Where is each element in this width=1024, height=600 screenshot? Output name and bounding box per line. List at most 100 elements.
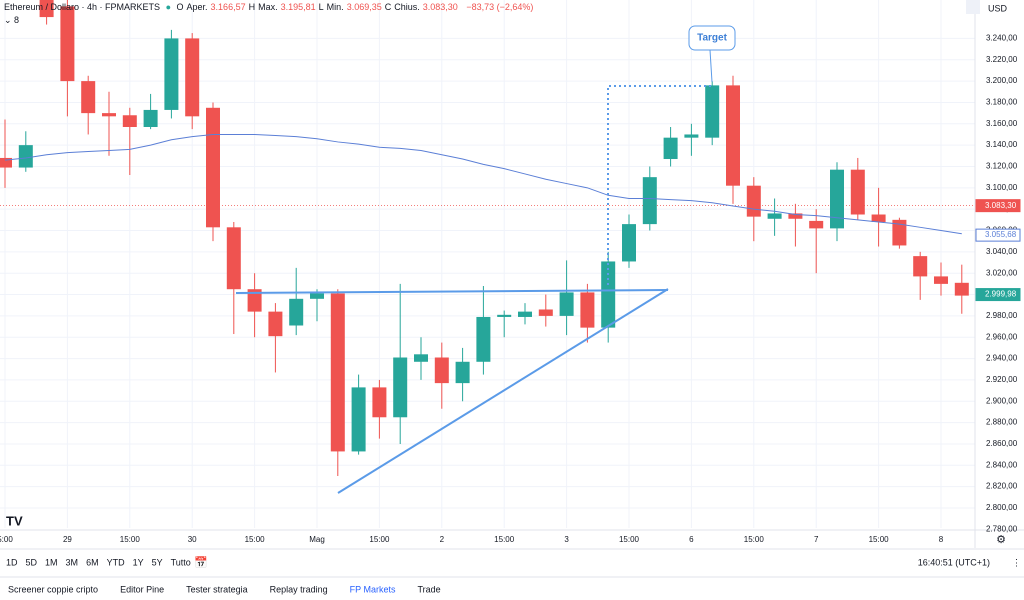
target-line (607, 85, 712, 285)
candle-body (954, 282, 969, 296)
x-tick-label: 15:00 (494, 535, 515, 544)
range-button[interactable]: 3M (66, 557, 79, 567)
range-button[interactable]: 1M (45, 557, 58, 567)
y-tick-label: 2.940,00 (986, 354, 1018, 363)
x-tick-label: Mag (309, 535, 325, 544)
target-box (688, 25, 736, 51)
candle-body (809, 220, 824, 229)
candle-body (476, 316, 491, 362)
y-tick-label: 2.960,00 (986, 332, 1018, 341)
y-tick-label: 3.240,00 (986, 34, 1018, 43)
candle-body (913, 256, 928, 277)
tab[interactable]: Replay trading (270, 584, 328, 594)
candle-body (434, 357, 449, 384)
resistance-line (235, 289, 669, 294)
candle-body (102, 113, 116, 117)
candle-body (164, 38, 179, 110)
y-tick-label: 2.820,00 (986, 482, 1018, 491)
settings-icon[interactable] (966, 0, 980, 14)
ohlc-value: 3.195,81 (280, 2, 316, 12)
drawings: Target (235, 25, 736, 494)
candle-body (122, 115, 137, 127)
x-tick-label: 2 (440, 535, 445, 544)
y-tick-label: 3.160,00 (986, 119, 1018, 128)
change: −83,73 (−2,64%) (466, 2, 534, 12)
ohlc-name: Chius. (394, 2, 420, 12)
ohlc-key: C (384, 2, 392, 12)
axis-settings[interactable]: ⚙ (996, 534, 1006, 546)
y-tick-label: 3.100,00 (986, 183, 1018, 192)
y-tick-label: 3.180,00 (986, 98, 1018, 107)
price-label: 3.083,30 (985, 201, 1017, 210)
tab[interactable]: Tester strategia (186, 584, 248, 594)
candle-body (850, 169, 865, 215)
ohlc-value: 3.166,57 (210, 2, 246, 12)
range-button[interactable]: 1Y (133, 557, 144, 567)
candle-body (414, 354, 428, 362)
price-label-box (975, 288, 1021, 302)
more[interactable]: ⋮ (1012, 557, 1021, 567)
candle-body (372, 387, 387, 418)
x-tick-label: 8 (939, 535, 944, 544)
range-button[interactable]: 1D (6, 557, 18, 567)
x-tick-label: 5:00 (0, 535, 13, 544)
ohlc-value: 3.083,30 (422, 2, 458, 12)
candle-body (767, 213, 782, 219)
y-tick-label: 3.220,00 (986, 55, 1018, 64)
date-range-icon[interactable]: 📅 (194, 556, 208, 569)
y-tick-label: 2.880,00 (986, 418, 1018, 427)
candle-body (518, 311, 532, 317)
status-dot: ● (165, 2, 171, 12)
range-button[interactable]: 5D (26, 557, 38, 567)
x-tick-label: 15:00 (369, 535, 390, 544)
candle-body (226, 227, 241, 290)
tab[interactable]: Screener coppie cripto (8, 584, 98, 594)
range-button[interactable]: 5Y (152, 557, 163, 567)
y-tick-label: 2.980,00 (986, 311, 1018, 320)
candle-body (642, 177, 657, 225)
y-tick-label: 2.920,00 (986, 375, 1018, 384)
price-label: 3.055,68 (985, 230, 1017, 239)
ohlc-key: H (248, 2, 256, 12)
range-button[interactable]: Tutto (171, 557, 191, 567)
candle-body (830, 169, 844, 229)
tab[interactable]: Trade (418, 584, 441, 594)
x-tick-label: 30 (188, 535, 197, 544)
tab[interactable]: FP Markets (350, 584, 396, 594)
candle-body (934, 276, 948, 284)
clock: 16:40:51 (UTC+1) (918, 557, 990, 567)
y-tick-label: 3.120,00 (986, 162, 1018, 171)
ohlc-name: Max. (258, 2, 278, 12)
y-tick-label: 3.020,00 (986, 268, 1018, 277)
moving-average (4, 133, 962, 235)
candle-body (726, 85, 740, 186)
candle-body (580, 292, 595, 328)
candle-body (746, 185, 761, 217)
currency: USD (988, 3, 1008, 13)
candle-body (601, 261, 616, 328)
symbol[interactable]: Ethereum / Dollaro · 4h · FPMARKETS (4, 2, 161, 12)
ohlc-name: Min. (326, 2, 344, 12)
range-button[interactable]: 6M (86, 557, 99, 567)
indicators[interactable]: ⌄ 8 (4, 15, 20, 25)
x-tick-label: 29 (63, 535, 72, 544)
tab[interactable]: Editor Pine (120, 584, 164, 594)
candle-body (622, 224, 636, 262)
candle-body (185, 38, 200, 117)
x-tick-label: 3 (564, 535, 569, 544)
x-tick-label: 15:00 (619, 535, 640, 544)
y-tick-label: 2.780,00 (986, 524, 1018, 533)
range-button[interactable]: YTD (107, 557, 126, 567)
candle-body (310, 293, 324, 299)
price-label-box (975, 228, 1021, 242)
candle-body (289, 298, 304, 326)
candle-body (206, 107, 220, 228)
candle-body (455, 361, 470, 384)
x-tick-label: 15:00 (744, 535, 765, 544)
candle-body (871, 214, 886, 222)
candle-body (538, 309, 553, 316)
x-tick-label: 15:00 (245, 535, 266, 544)
